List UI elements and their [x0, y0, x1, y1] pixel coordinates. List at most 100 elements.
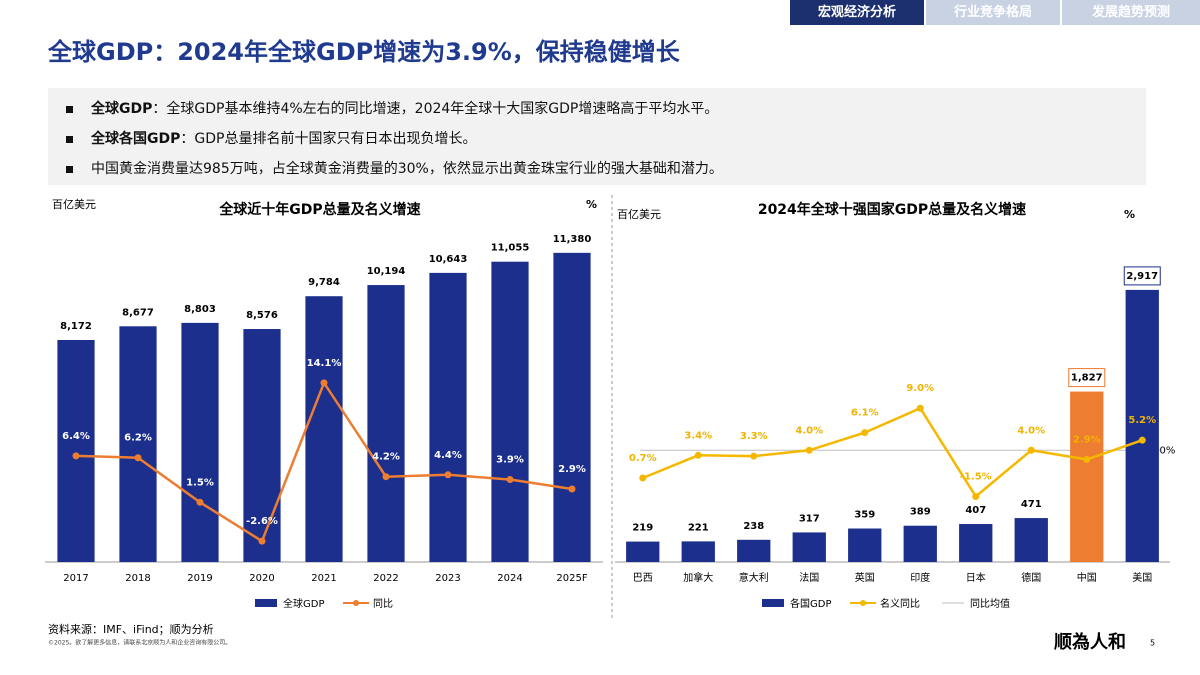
line-point [1083, 455, 1091, 463]
y2-axis-label: % [1124, 208, 1135, 221]
bar-value-label: 11,055 [491, 243, 530, 254]
bar-value-label: 359 [854, 510, 875, 521]
line-point [916, 404, 924, 412]
x-tick-label: 2019 [187, 573, 212, 584]
legend-swatch [255, 599, 277, 607]
line-value-label: 4.4% [434, 450, 462, 461]
line-point [639, 474, 647, 482]
bar [737, 539, 771, 562]
line-value-label: 3.3% [740, 431, 768, 442]
line-value-label: 1.5% [186, 477, 214, 488]
label-box [1123, 266, 1161, 286]
bar [1070, 391, 1104, 562]
x-tick-label: 英国 [855, 571, 875, 584]
x-tick-label: 法国 [799, 571, 819, 584]
label-box [1068, 368, 1106, 388]
line-point [382, 473, 390, 481]
legend-label: 同比均值 [970, 597, 1010, 610]
line-point [694, 451, 702, 459]
bar-value-label: 10,194 [367, 266, 406, 277]
bar [1014, 518, 1048, 562]
bar-value-label: 407 [965, 505, 986, 516]
bar [181, 322, 219, 562]
bar-value-label: 11,380 [553, 234, 592, 245]
legend-dot [860, 600, 866, 606]
x-tick-label: 2020 [249, 573, 274, 584]
bar [491, 261, 529, 562]
legend-label: 各国GDP [790, 597, 831, 610]
bar-value-label: 317 [799, 513, 820, 524]
x-tick-label: 意大利 [739, 571, 769, 584]
line-point [444, 471, 452, 479]
x-tick-label: 2024 [497, 573, 522, 584]
bar-value-label: 8,576 [246, 310, 278, 321]
legend-label: 名义同比 [880, 597, 920, 610]
chart-title: 2024年全球十强国家GDP总量及名义增速 [758, 201, 1026, 218]
x-tick-label: 2017 [63, 573, 88, 584]
x-tick-label: 印度 [910, 571, 930, 584]
bar-value-label: 389 [910, 507, 931, 518]
line-point [196, 498, 204, 506]
line-point [320, 379, 328, 387]
bar [626, 541, 660, 562]
line-point [258, 537, 266, 545]
bar [367, 285, 405, 562]
bar-value-label: 219 [632, 523, 653, 534]
line-value-label: 0.7% [629, 453, 657, 464]
line-value-label: 2.9% [1073, 434, 1101, 445]
bar-value-label: 238 [743, 521, 764, 532]
line-point [1027, 446, 1035, 454]
y-axis-label: 百亿美元 [617, 208, 661, 221]
line-value-label: 4.0% [795, 425, 823, 436]
bar-value-label: 8,677 [122, 307, 154, 318]
bar-value-label: 2,917 [1126, 271, 1158, 282]
x-tick-label: 2022 [373, 573, 398, 584]
bar [1125, 289, 1159, 562]
line-value-label: 6.1% [851, 408, 879, 419]
bar [243, 329, 281, 562]
bullet-bold: 全球各国GDP [91, 131, 181, 147]
legend-swatch [762, 599, 784, 607]
legend-label: 同比 [373, 598, 393, 610]
line-point [972, 492, 980, 500]
chart-title: 全球近十年GDP总量及名义增速 [218, 201, 420, 218]
bar [553, 252, 591, 562]
bullet-bold: 全球GDP [91, 101, 153, 117]
line-value-label: 6.4% [62, 431, 90, 442]
bullet: 中国黄金消费量达985万吨，占全球黄金消费量的30%，依然显示出黄金珠宝行业的强… [66, 158, 723, 178]
bar [959, 524, 993, 562]
bullet-box: 全球GDP：全球GDP基本维持4%左右的同比增速，2024年全球十大国家GDP增… [48, 88, 1146, 185]
bar [57, 340, 95, 562]
line [642, 406, 1143, 499]
y2-axis-label: % [586, 198, 597, 211]
nav-tab[interactable]: 发展趋势预测 [1062, 0, 1200, 25]
x-tick-label: 2025F [556, 573, 587, 584]
legend-dot [353, 600, 359, 606]
logo: 顺為人和 [1054, 631, 1126, 653]
nav-tab[interactable]: 行业竞争格局 [926, 0, 1060, 25]
copyright: ©2025。欲了解更多信息，请联系北京顺为人和企业咨询有限公司。 [48, 639, 231, 647]
line-value-label: 2.9% [558, 464, 586, 475]
bullet-text: 中国黄金消费量达985万吨，占全球黄金消费量的30%，依然显示出黄金珠宝行业的强… [91, 161, 723, 177]
x-tick-label: 德国 [1021, 571, 1041, 584]
bar [681, 541, 715, 562]
x-tick-label: 中国 [1077, 571, 1097, 584]
bar [119, 326, 157, 562]
bar [305, 296, 343, 562]
line-point [750, 452, 758, 460]
line-value-label: 4.0% [1017, 425, 1045, 436]
x-tick-label: 2021 [311, 573, 336, 584]
line-value-label: 3.9% [496, 455, 524, 466]
x-tick-label: 美国 [1132, 571, 1152, 584]
y-axis-label: 百亿美元 [52, 198, 96, 211]
bar-value-label: 8,172 [60, 321, 92, 332]
line-value-label: 14.1% [307, 358, 342, 369]
line-value-label: 3.4% [684, 430, 712, 441]
slide-title: 全球GDP：2024年全球GDP增速为3.9%，保持稳健增长 [48, 38, 680, 66]
bullet-text: ：全球GDP基本维持4%左右的同比增速，2024年全球十大国家GDP增速略高于平… [152, 101, 719, 117]
bullet: 全球GDP：全球GDP基本维持4%左右的同比增速，2024年全球十大国家GDP增… [66, 98, 718, 118]
x-tick-label: 巴西 [633, 572, 653, 584]
nav-tab[interactable]: 宏观经济分析 [790, 0, 924, 25]
